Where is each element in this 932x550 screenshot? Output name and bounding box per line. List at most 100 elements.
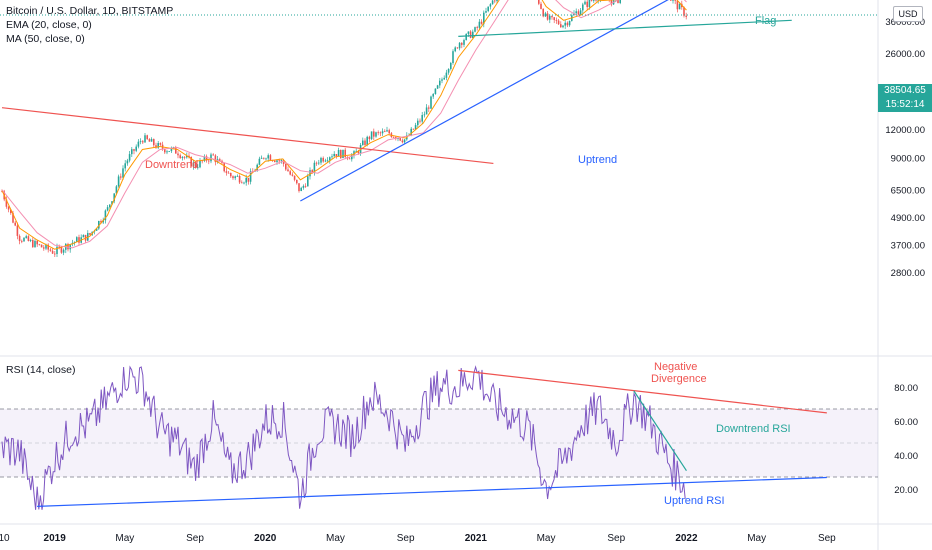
candle-body: [109, 205, 111, 208]
time-tick-label: May: [747, 533, 766, 544]
candle-body: [63, 250, 65, 253]
candle-body: [305, 186, 307, 187]
candle-body: [182, 157, 184, 158]
candle-body: [76, 237, 78, 242]
candle-body: [243, 183, 245, 184]
ma-legend[interactable]: MA (50, close, 0): [6, 32, 85, 46]
candle-body: [670, 0, 672, 1]
candle-body: [259, 159, 261, 165]
ema-legend[interactable]: EMA (20, close, 0): [6, 18, 92, 32]
candle-body: [679, 4, 681, 9]
candle-body: [443, 78, 445, 79]
price-axis[interactable]: 100000.0070000.0050000.0036000.0026000.0…: [880, 0, 925, 279]
candle-body: [439, 81, 441, 86]
time-tick-label: 2020: [254, 533, 277, 544]
candle-body: [21, 241, 23, 242]
chart-title: Bitcoin / U.S. Dollar, 1D, BITSTAMP: [6, 4, 173, 18]
candle-body: [619, 0, 621, 3]
candle-body: [593, 0, 595, 1]
candle-body: [232, 176, 234, 178]
candle-body: [545, 13, 547, 16]
candle-body: [685, 16, 687, 17]
candle-body: [151, 139, 153, 142]
candle-body: [562, 26, 564, 28]
candle-body: [316, 163, 318, 164]
candle-body: [168, 151, 170, 152]
candle-body: [89, 233, 91, 235]
price-tick-label: 9000.00: [891, 153, 925, 164]
flag-label: Flag: [755, 15, 776, 27]
candle-body: [17, 226, 19, 236]
time-tick-label: Sep: [818, 533, 836, 544]
candle-body: [303, 186, 305, 188]
candle-body: [432, 94, 434, 97]
candle-body: [452, 51, 454, 63]
rsi-tick-label: 80.00: [894, 383, 918, 394]
candle-body: [549, 16, 551, 20]
uptrend-rsi-label: Uptrend RSI: [664, 495, 725, 507]
candle-body: [83, 235, 85, 237]
candle-body: [496, 0, 498, 1]
rsi-axis[interactable]: 80.00 60.00 40.00 20.00: [894, 383, 918, 496]
candle-body: [584, 2, 586, 5]
candle-body: [384, 131, 386, 132]
candle-body: [28, 236, 30, 241]
candle-body: [248, 178, 250, 182]
candle-body: [494, 1, 496, 2]
candle-body: [226, 171, 228, 173]
candle-body: [131, 149, 133, 154]
currency-selector[interactable]: USD: [893, 6, 923, 22]
candle-body: [371, 131, 373, 139]
candle-body: [50, 250, 52, 251]
candle-body: [364, 141, 366, 145]
candle-body: [78, 237, 80, 243]
candle-body: [448, 69, 450, 73]
candle-body: [43, 247, 45, 248]
candle-body: [553, 17, 555, 20]
negative-divergence-label-line1: Negative: [654, 361, 697, 373]
candle-body: [14, 223, 16, 226]
candle-body: [591, 0, 593, 1]
candle-body: [342, 150, 344, 158]
candle-body: [30, 240, 32, 241]
candle-body: [120, 176, 122, 177]
candle-body: [349, 158, 351, 159]
candle-body: [446, 73, 448, 78]
candle-body: [457, 47, 459, 48]
candle-body: [589, 0, 591, 7]
candle-body: [144, 135, 146, 142]
candle-body: [281, 160, 283, 161]
candle-body: [208, 161, 210, 162]
candle-body: [388, 130, 390, 133]
candle-body: [223, 163, 225, 171]
candle-body: [586, 2, 588, 7]
candle-body: [485, 11, 487, 13]
candle-body: [481, 22, 483, 24]
candle-body: [430, 97, 432, 109]
candle-body: [454, 47, 456, 51]
candle-body: [362, 141, 364, 145]
candle-body: [468, 32, 470, 34]
candle-body: [551, 16, 553, 17]
candle-body: [382, 131, 384, 133]
candle-body: [267, 155, 269, 158]
candle-body: [540, 4, 542, 9]
candle-body: [437, 85, 439, 88]
candle-body: [492, 1, 494, 5]
candle-body: [34, 241, 36, 247]
candle-body: [369, 137, 371, 139]
candle-body: [402, 141, 404, 143]
candle-body: [366, 137, 368, 145]
candle-body: [582, 4, 584, 10]
rsi-legend[interactable]: RSI (14, close): [6, 363, 75, 377]
price-pane[interactable]: [0, 0, 878, 356]
candle-body: [292, 175, 294, 176]
candle-body: [325, 161, 327, 162]
candle-body: [421, 115, 423, 122]
time-axis[interactable]: 10 2019 May Sep 2020 May Sep 2021 May Sep 2022 May S…: [0, 533, 836, 544]
time-tick-label: May: [115, 533, 134, 544]
candle-body: [327, 160, 329, 161]
candle-body: [331, 156, 333, 157]
candle-body: [333, 154, 335, 156]
candle-body: [199, 160, 201, 167]
